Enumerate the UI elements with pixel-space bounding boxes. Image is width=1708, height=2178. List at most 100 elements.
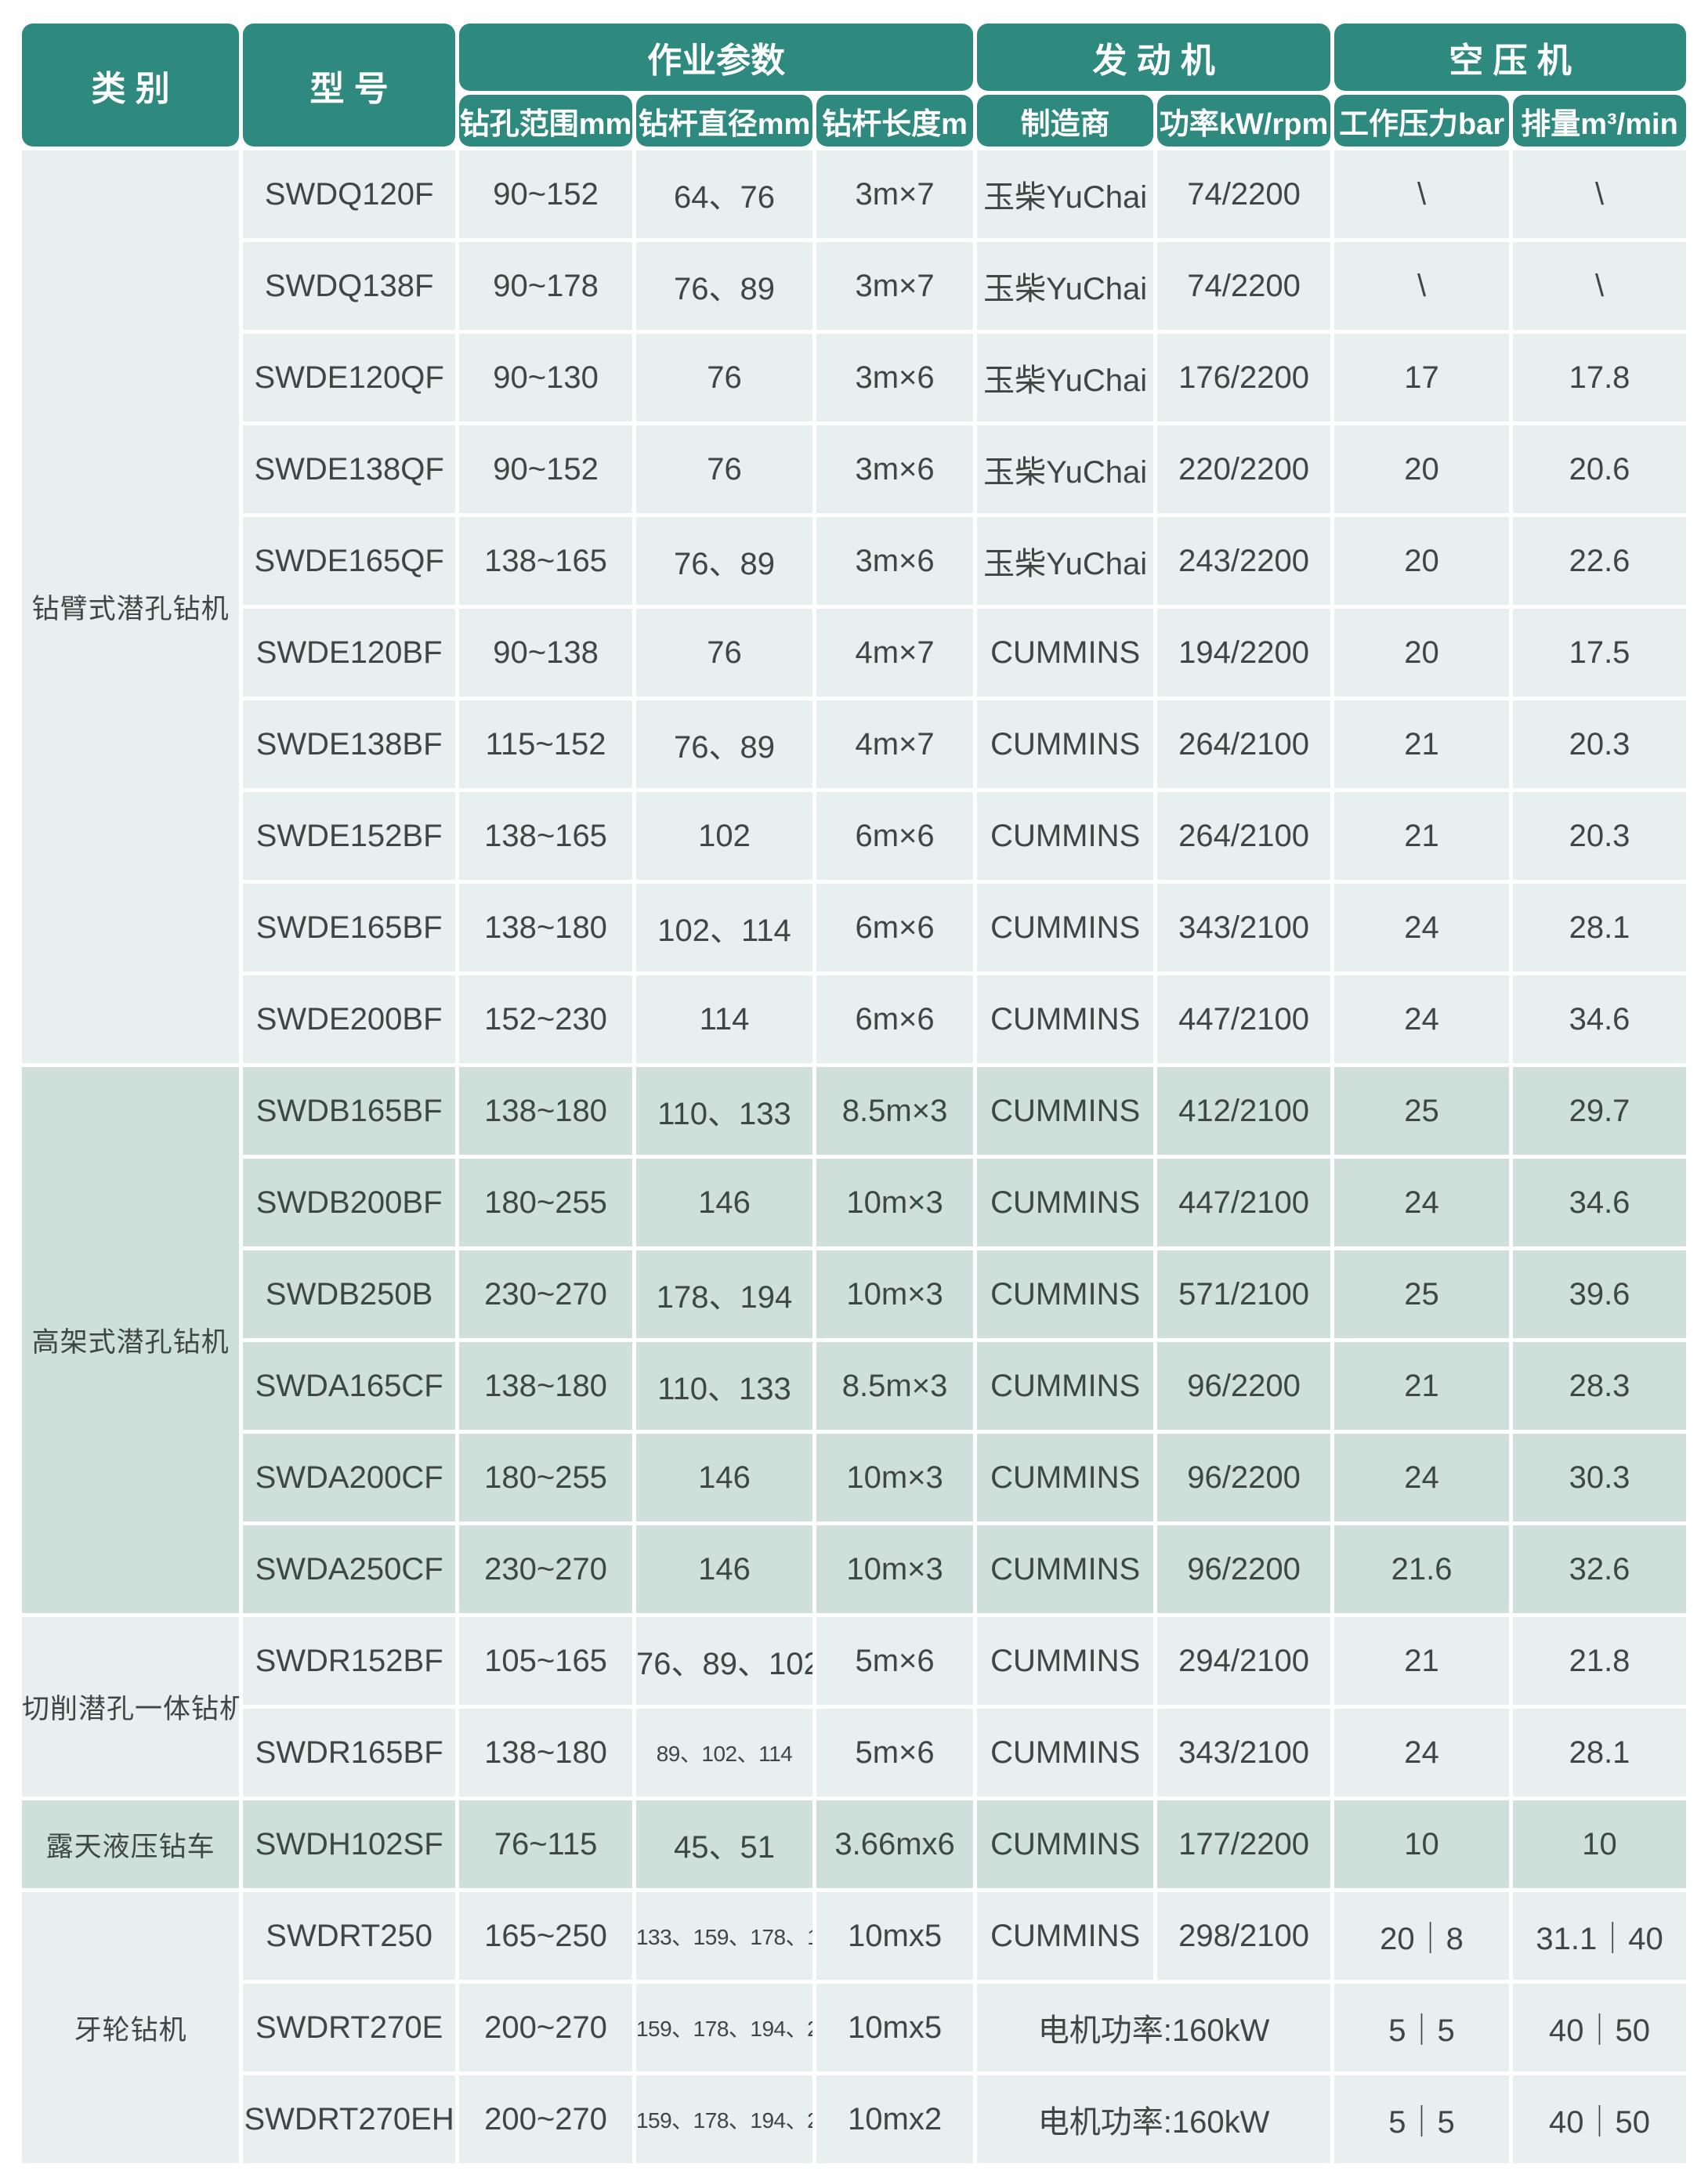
pipe-length-cell: 3m×6: [816, 334, 974, 421]
table-row: SWDE138QF 90~152 76 3m×6 玉柴YuChai 220/2200 20 2…: [22, 425, 1686, 513]
pressure-cell: 24: [1334, 1709, 1510, 1796]
model-column-header: 型 号: [243, 24, 456, 147]
group-operating-params-header: 作业参数: [459, 24, 974, 91]
pipe-length-cell: 3m×6: [816, 517, 974, 605]
displacement-cell: \: [1513, 150, 1686, 238]
manufacturer-cell: CUMMINS: [977, 1067, 1154, 1155]
power-cell: 220/2200: [1157, 425, 1331, 513]
drill-range-cell: 90~152: [459, 425, 632, 513]
pipe-diameter-cell: 102、114: [635, 884, 813, 971]
manufacturer-cell: 玉柴YuChai: [977, 334, 1154, 421]
displacement-column-header: 排量m³/min: [1513, 95, 1686, 147]
manufacturer-cell: 玉柴YuChai: [977, 517, 1154, 605]
table-row: SWDE120BF 90~138 76 4m×7 CUMMINS 194/2200 20 17…: [22, 609, 1686, 696]
power-cell: 447/2100: [1157, 975, 1331, 1063]
pressure-cell: 5｜5: [1334, 2075, 1510, 2163]
header-sub-row: 钻孔范围mm 钻杆直径mm 钻杆长度m 制造商 功率kW/rpm 工作压力bar…: [22, 95, 1686, 147]
table-row: 高架式潜孔钻机 SWDB165BF 138~180 110、133 8.5m×3 CUMM…: [22, 1067, 1686, 1613]
power-cell: 447/2100: [1157, 1159, 1331, 1246]
pipe-length-cell: 4m×7: [816, 700, 974, 788]
manufacturer-cell: 玉柴YuChai: [977, 242, 1154, 330]
manufacturer-column-header: 制造商: [977, 95, 1154, 147]
table-body: 钻臂式潜孔钻机 SWDQ120F 90~152 64、76 3m×7 玉柴YuChai 74…: [22, 150, 1686, 2163]
manufacturer-cell: CUMMINS: [977, 1159, 1154, 1246]
pressure-cell: 5｜5: [1334, 1984, 1510, 2071]
pressure-cell: 24: [1334, 884, 1510, 971]
pipe-length-cell: 3m×7: [816, 150, 974, 238]
displacement-cell: 10: [1513, 1800, 1686, 1888]
pressure-cell: 21.6: [1334, 1525, 1510, 1613]
pipe-length-cell: 3m×7: [816, 242, 974, 330]
table-row: SWDRT270E200~270159、178、194、21910mx5电机功率…: [22, 1984, 1686, 2071]
model-cell: SWDB165BF: [243, 1067, 456, 1155]
displacement-cell: 34.6: [1513, 975, 1686, 1063]
power-cell: 176/2200: [1157, 334, 1331, 421]
pressure-cell: 20: [1334, 517, 1510, 605]
engine-merged-cell: 电机功率:160kW: [977, 1984, 1331, 2071]
pipe-length-cell: 6m×6: [816, 792, 974, 880]
pressure-cell: 21: [1334, 792, 1510, 880]
table-row: SWDB250B 230~270 178、194 10m×3 CUMMINS 571/21…: [22, 1250, 1686, 1338]
manufacturer-cell: 玉柴YuChai: [977, 150, 1154, 238]
table-row: SWDB200BF 180~255 146 10m×3 CUMMINS 447/2100 2…: [22, 1159, 1686, 1246]
drill-range-cell: 90~130: [459, 334, 632, 421]
power-cell: 194/2200: [1157, 609, 1331, 696]
model-cell: SWDQ138F: [243, 242, 456, 330]
pipe-length-cell: 10mx5: [816, 1984, 974, 2071]
group-compressor-header: 空 压 机: [1334, 24, 1686, 91]
drill-range-cell: 90~178: [459, 242, 632, 330]
table-row: SWDE165BF 138~180 102、114 6m×6 CUMMINS 343/21…: [22, 884, 1686, 971]
model-cell: SWDR152BF: [243, 1617, 456, 1705]
model-cell: SWDE138QF: [243, 425, 456, 513]
manufacturer-cell: CUMMINS: [977, 1617, 1154, 1705]
pipe-diameter-cell: 76: [635, 609, 813, 696]
power-cell: 343/2100: [1157, 1709, 1331, 1796]
pipe-length-cell: 3.66mx6: [816, 1800, 974, 1888]
pipe-length-cell: 4m×7: [816, 609, 974, 696]
pipe-diameter-cell: 159、178、194、219: [635, 2075, 813, 2163]
table-row: SWDE138BF 115~152 76、89 4m×7 CUMMINS 264/2100…: [22, 700, 1686, 788]
pressure-cell: 25: [1334, 1067, 1510, 1155]
pipe-diameter-cell: 76: [635, 425, 813, 513]
table-row: SWDE152BF 138~165 102 6m×6 CUMMINS 264/2100 21…: [22, 792, 1686, 880]
table-row: SWDA200CF 180~255 146 10m×3 CUMMINS 96/2200 24…: [22, 1434, 1686, 1521]
manufacturer-cell: CUMMINS: [977, 975, 1154, 1063]
manufacturer-cell: CUMMINS: [977, 1709, 1154, 1796]
displacement-cell: 28.3: [1513, 1342, 1686, 1430]
manufacturer-cell: CUMMINS: [977, 1525, 1154, 1613]
model-cell: SWDE120BF: [243, 609, 456, 696]
drill-rig-spec-table: 类 别 型 号 作业参数 发 动 机 空 压 机 钻孔范围mm 钻杆直径mm 钻…: [18, 20, 1690, 2167]
drill-range-cell: 138~180: [459, 884, 632, 971]
pipe-length-cell: 10mx5: [816, 1892, 974, 1980]
pipe-diameter-cell: 146: [635, 1434, 813, 1521]
drill-range-cell: 180~255: [459, 1159, 632, 1246]
pressure-cell: 24: [1334, 975, 1510, 1063]
model-cell: SWDH102SF: [243, 1800, 456, 1888]
drill-range-column-header: 钻孔范围mm: [459, 95, 632, 147]
power-cell: 298/2100: [1157, 1892, 1331, 1980]
power-cell: 243/2200: [1157, 517, 1331, 605]
table-row: SWDE120QF 90~130 76 3m×6 玉柴YuChai 176/2200 17 1…: [22, 334, 1686, 421]
displacement-cell: 34.6: [1513, 1159, 1686, 1246]
drill-range-cell: 138~180: [459, 1067, 632, 1155]
pressure-cell: 25: [1334, 1250, 1510, 1338]
displacement-cell: 30.3: [1513, 1434, 1686, 1521]
pressure-cell: 10: [1334, 1800, 1510, 1888]
pipe-diameter-cell: 133、159、178、194: [635, 1892, 813, 1980]
pipe-length-cell: 8.5m×3: [816, 1067, 974, 1155]
model-cell: SWDE120QF: [243, 334, 456, 421]
table-row: 钻臂式潜孔钻机 SWDQ120F 90~152 64、76 3m×7 玉柴YuChai 74…: [22, 150, 1686, 1063]
table-row: SWDE165QF 138~165 76、89 3m×6 玉柴YuChai 243/220…: [22, 517, 1686, 605]
pipe-length-cell: 10m×3: [816, 1159, 974, 1246]
pipe-diameter-cell: 89、102、114: [635, 1709, 813, 1796]
group-engine-header: 发 动 机: [977, 24, 1331, 91]
pressure-cell: 20: [1334, 609, 1510, 696]
pipe-diameter-cell: 45、51: [635, 1800, 813, 1888]
power-cell: 294/2100: [1157, 1617, 1331, 1705]
pipe-diameter-cell: 76、89: [635, 242, 813, 330]
table-row: 牙轮钻机SWDRT250165~250133、159、178、19410mx5C…: [22, 1892, 1686, 2163]
pipe-diameter-cell: 110、133: [635, 1342, 813, 1430]
drill-range-cell: 230~270: [459, 1250, 632, 1338]
pipe-diameter-cell: 114: [635, 975, 813, 1063]
model-cell: SWDA200CF: [243, 1434, 456, 1521]
